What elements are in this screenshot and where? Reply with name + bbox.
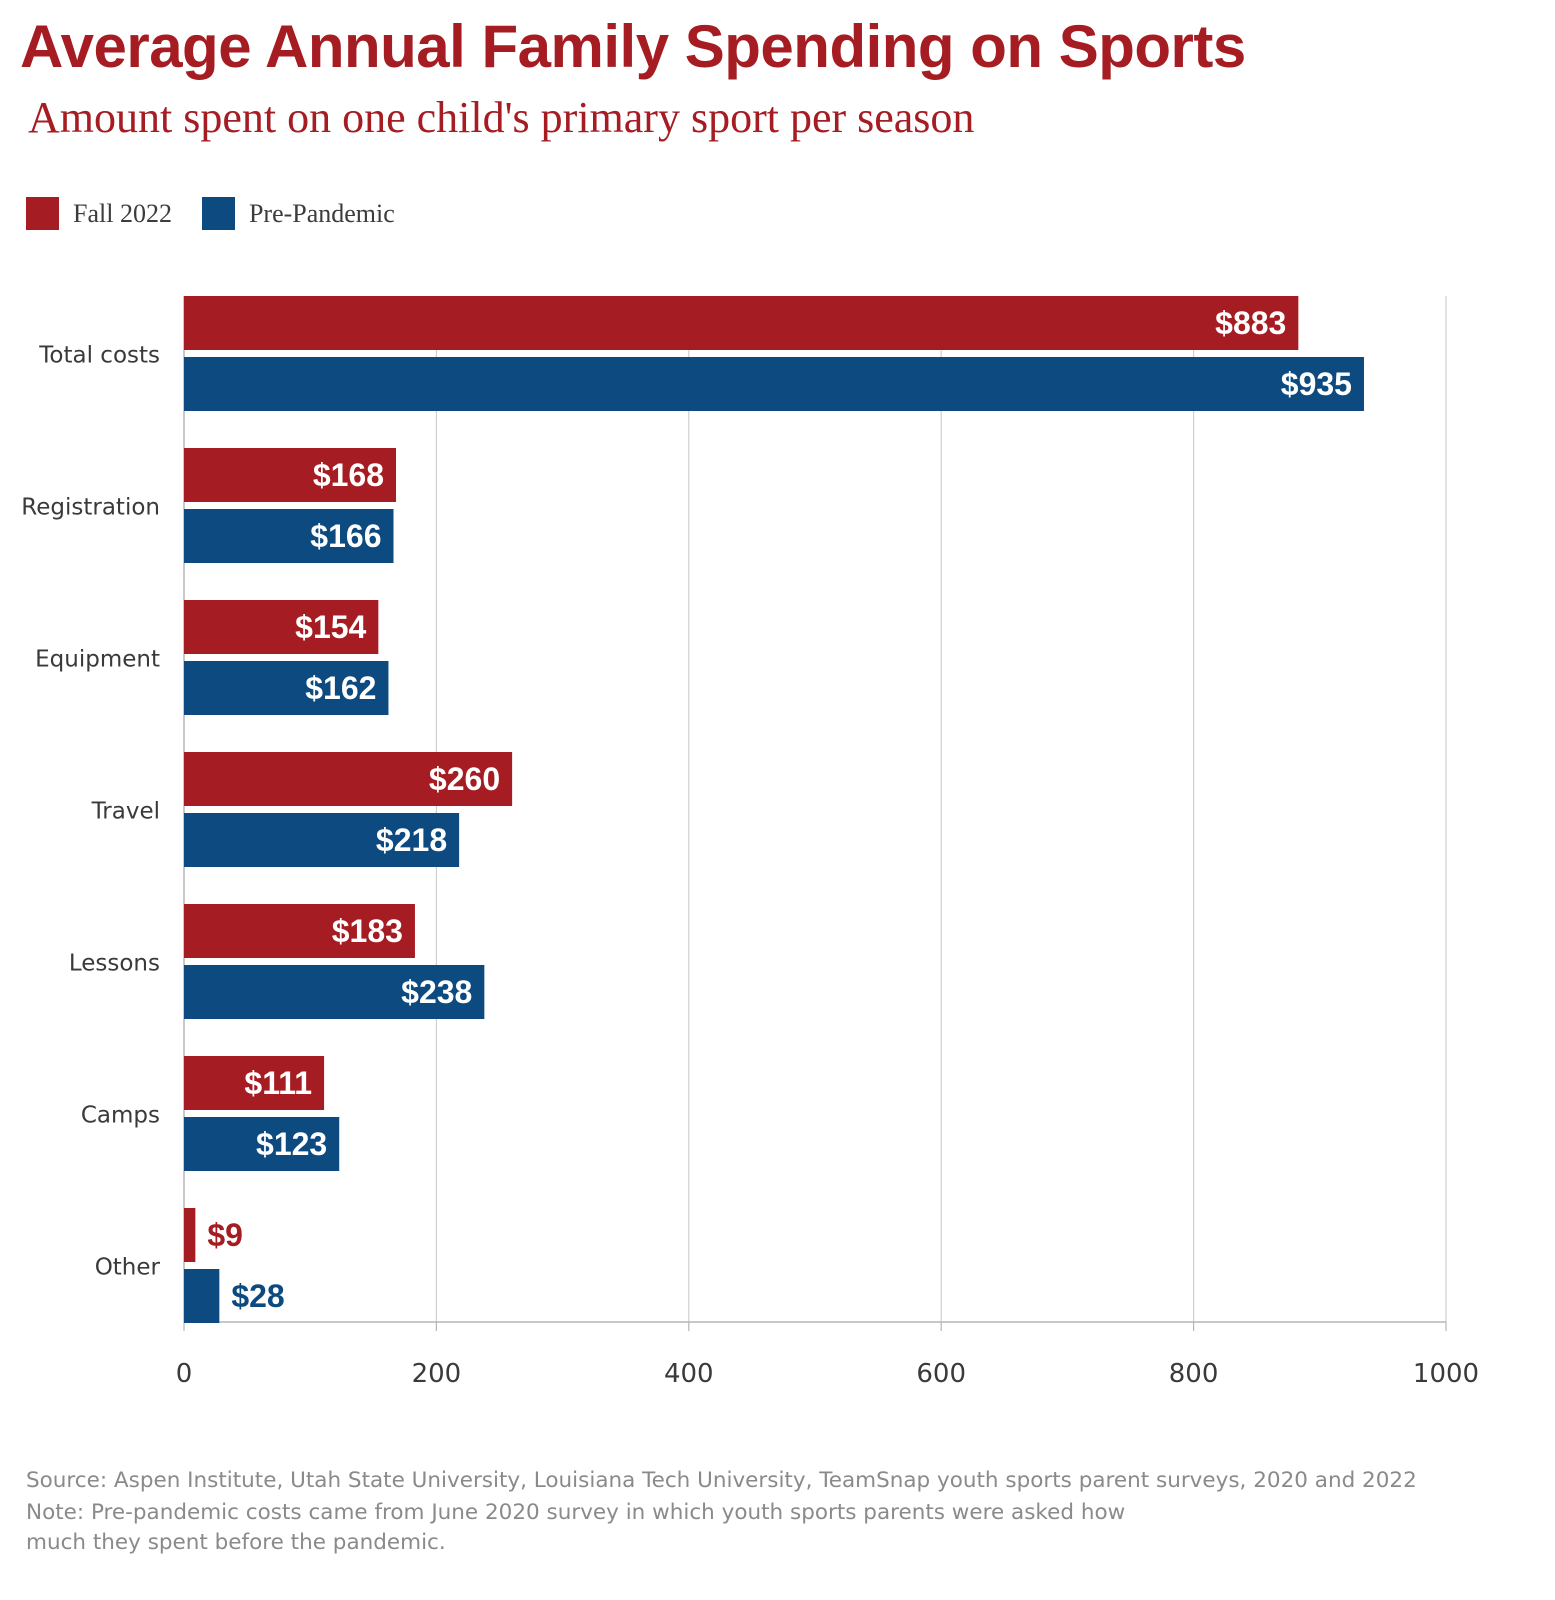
- legend-item-fall-2022: Fall 2022: [26, 197, 172, 230]
- legend-label-pre-pandemic: Pre-Pandemic: [248, 198, 395, 228]
- bar-pre-pandemic-registration: [184, 509, 394, 563]
- data-label-pre-pandemic-other: $28: [231, 1278, 284, 1314]
- bar-fall-2022-other: [184, 1208, 196, 1262]
- legend-item-pre-pandemic: Pre-Pandemic: [201, 197, 395, 230]
- footnotes: Source: Aspen Institute, Utah State Univ…: [26, 1466, 1526, 1560]
- bar-pre-pandemic-travel: [184, 813, 460, 867]
- chart-subtitle: Amount spent on one child's primary spor…: [28, 93, 975, 142]
- bar-pre-pandemic-total-costs: [184, 357, 1364, 411]
- category-label-other: Other: [95, 1255, 161, 1281]
- data-label-fall-2022-equipment: $154: [295, 609, 366, 645]
- legend-label-fall-2022: Fall 2022: [73, 198, 172, 228]
- bar-fall-2022-lessons: [184, 904, 415, 958]
- methodology-note: Note: Pre-pandemic costs came from June …: [26, 1500, 1126, 1555]
- data-label-pre-pandemic-lessons: $238: [401, 974, 472, 1010]
- data-label-fall-2022-total-costs: $883: [1215, 305, 1286, 341]
- bar-pre-pandemic-lessons: [184, 965, 485, 1019]
- bar-fall-2022-camps: [184, 1056, 325, 1110]
- bar-fall-2022-total-costs: [184, 296, 1299, 350]
- data-label-fall-2022-other: $9: [207, 1217, 243, 1253]
- bar-fall-2022-equipment: [184, 600, 379, 654]
- category-label-equipment: Equipment: [35, 647, 160, 673]
- data-label-fall-2022-lessons: $183: [332, 913, 403, 949]
- legend-swatch-fall-2022: [26, 197, 59, 230]
- data-label-pre-pandemic-registration: $166: [310, 518, 381, 554]
- x-tick-label-200: 200: [412, 1359, 462, 1389]
- bar-pre-pandemic-other: [184, 1269, 220, 1323]
- bar-pre-pandemic-equipment: [184, 661, 389, 715]
- data-label-pre-pandemic-equipment: $162: [305, 670, 376, 706]
- data-label-pre-pandemic-travel: $218: [376, 822, 447, 858]
- data-label-fall-2022-registration: $168: [313, 457, 384, 493]
- x-tick-label-1000: 1000: [1413, 1359, 1479, 1389]
- category-label-travel: Travel: [91, 799, 160, 825]
- category-label-camps: Camps: [81, 1103, 160, 1129]
- bar-fall-2022-registration: [184, 448, 397, 502]
- category-label-total-costs: Total costs: [38, 343, 160, 369]
- category-label-lessons: Lessons: [69, 951, 160, 977]
- data-label-fall-2022-travel: $260: [429, 761, 500, 797]
- data-label-pre-pandemic-total-costs: $935: [1281, 366, 1352, 402]
- bar-chart: 0 200 400 600 800 1000 Total costs $883 $935 Regi…: [21, 296, 1479, 1389]
- bar-pre-pandemic-camps: [184, 1117, 340, 1171]
- x-tick-label-0: 0: [176, 1359, 193, 1389]
- category-label-registration: Registration: [21, 495, 160, 521]
- x-tick-label-800: 800: [1169, 1359, 1219, 1389]
- data-label-fall-2022-camps: $111: [244, 1065, 312, 1101]
- source-note: Source: Aspen Institute, Utah State Univ…: [26, 1468, 1417, 1493]
- legend-swatch-pre-pandemic: [201, 197, 235, 230]
- x-tick-label-400: 400: [664, 1359, 714, 1389]
- bar-fall-2022-travel: [184, 752, 513, 806]
- chart-title: Average Annual Family Spending on Sports: [20, 13, 1246, 80]
- x-tick-label-600: 600: [916, 1359, 966, 1389]
- data-label-pre-pandemic-camps: $123: [256, 1126, 327, 1162]
- legend: Fall 2022 Pre-Pandemic: [26, 197, 425, 230]
